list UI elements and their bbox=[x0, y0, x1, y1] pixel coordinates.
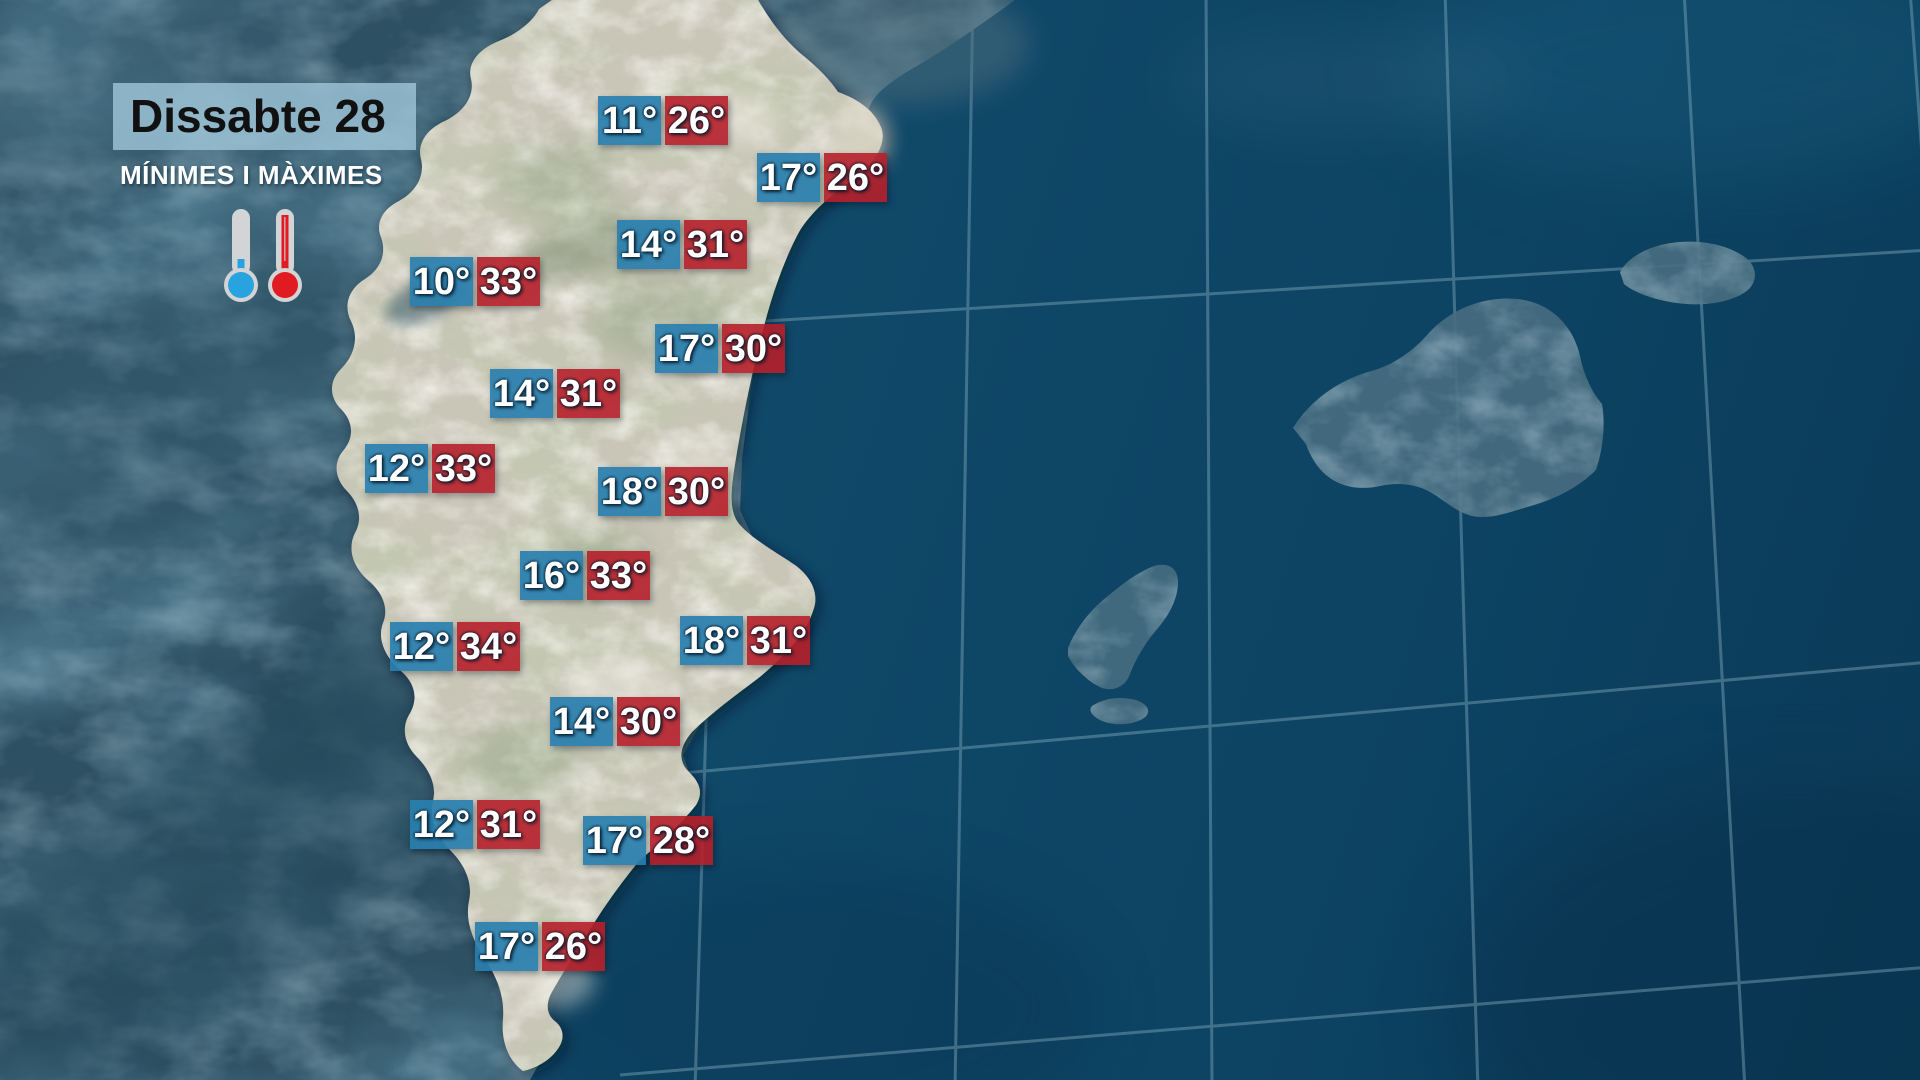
station: 17° 26° bbox=[757, 153, 887, 202]
min-temp-badge: 16° bbox=[520, 551, 583, 600]
grid-meridian bbox=[1443, 0, 1480, 1080]
min-temp-badge: 17° bbox=[583, 816, 646, 865]
min-temp-badge: 17° bbox=[655, 324, 718, 373]
max-temp-badge: 30° bbox=[665, 467, 728, 516]
station: 14° 30° bbox=[550, 697, 680, 746]
grid-meridian bbox=[1683, 0, 1746, 1080]
min-temp-badge: 18° bbox=[598, 467, 661, 516]
station: 16° 33° bbox=[520, 551, 650, 600]
max-temp-badge: 30° bbox=[617, 697, 680, 746]
max-temp-badge: 26° bbox=[824, 153, 887, 202]
grid-meridian bbox=[953, 0, 975, 1080]
min-temp-badge: 14° bbox=[550, 697, 613, 746]
grid-meridian bbox=[1204, 0, 1214, 1080]
station: 14° 31° bbox=[490, 369, 620, 418]
station: 12° 31° bbox=[410, 800, 540, 849]
station: 17° 28° bbox=[583, 816, 713, 865]
max-temp-badge: 31° bbox=[747, 616, 810, 665]
min-temp-badge: 14° bbox=[617, 220, 680, 269]
max-temp-badge: 33° bbox=[432, 444, 495, 493]
sea-shading bbox=[500, 0, 1920, 1080]
min-temp-badge: 12° bbox=[365, 444, 428, 493]
max-temp-badge: 33° bbox=[587, 551, 650, 600]
station: 18° 30° bbox=[598, 467, 728, 516]
station: 14° 31° bbox=[617, 220, 747, 269]
max-temp-badge: 26° bbox=[542, 922, 605, 971]
min-temp-badge: 11° bbox=[598, 96, 661, 145]
max-temp-badge: 31° bbox=[684, 220, 747, 269]
legend-subtitle: MÍNIMES I MÀXIMES bbox=[120, 160, 383, 190]
station: 12° 33° bbox=[365, 444, 495, 493]
min-temp-badge: 12° bbox=[390, 622, 453, 671]
max-temp-badge: 31° bbox=[557, 369, 620, 418]
station: 11° 26° bbox=[598, 96, 728, 145]
max-temp-badge: 26° bbox=[665, 96, 728, 145]
max-temp-badge: 33° bbox=[477, 257, 540, 306]
min-temp-badge: 17° bbox=[475, 922, 538, 971]
station: 17° 26° bbox=[475, 922, 605, 971]
max-temp-badge: 31° bbox=[477, 800, 540, 849]
min-temp-badge: 18° bbox=[680, 616, 743, 665]
station: 10° 33° bbox=[410, 257, 540, 306]
station: 17° 30° bbox=[655, 324, 785, 373]
legend-thermometers bbox=[221, 207, 305, 303]
station: 18° 31° bbox=[680, 616, 810, 665]
max-temp-badge: 28° bbox=[650, 816, 713, 865]
date-title: Dissabte 28 bbox=[113, 83, 416, 150]
min-temp-badge: 17° bbox=[757, 153, 820, 202]
thermometer-max-icon bbox=[268, 209, 302, 302]
grid-parallel bbox=[659, 661, 1920, 777]
thermometer-min-icon bbox=[224, 209, 258, 302]
min-temp-badge: 14° bbox=[490, 369, 553, 418]
max-temp-badge: 34° bbox=[457, 622, 520, 671]
min-temp-badge: 10° bbox=[410, 257, 473, 306]
station: 12° 34° bbox=[390, 622, 520, 671]
grid-parallel bbox=[619, 966, 1920, 1077]
max-temp-badge: 30° bbox=[722, 324, 785, 373]
min-temp-badge: 12° bbox=[410, 800, 473, 849]
